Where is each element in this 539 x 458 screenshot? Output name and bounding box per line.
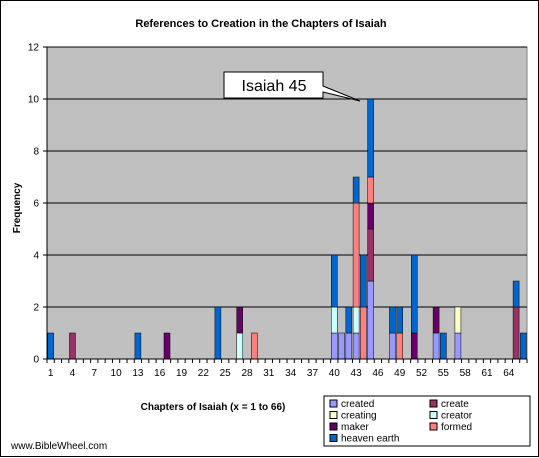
y-tick-label: 10 <box>28 95 40 106</box>
x-tick-label: 40 <box>329 368 341 379</box>
bar-creating-ch57 <box>454 306 462 334</box>
legend-box <box>323 395 531 447</box>
bar-created-ch41 <box>338 332 345 360</box>
x-tick-label: 34 <box>285 368 297 379</box>
callout-text: Isaiah 45 <box>242 78 307 95</box>
chart-title: References to Creation in the Chapters o… <box>135 18 387 30</box>
y-tick-label: 0 <box>33 355 39 366</box>
bar-maker-ch27 <box>236 306 243 334</box>
x-tick-label: 10 <box>111 368 123 379</box>
x-tick-label: 13 <box>132 368 144 379</box>
legend-label-creating: creating <box>341 411 377 422</box>
x-tick-label: 64 <box>503 368 515 379</box>
bar-created-ch57 <box>454 332 462 360</box>
bar-heaven-earth-ch42 <box>345 306 353 334</box>
bar-created-ch48 <box>389 332 396 360</box>
bars <box>47 98 527 360</box>
x-tick-label: 16 <box>154 368 166 379</box>
x-tick-label: 43 <box>351 368 363 379</box>
legend-swatch-created <box>329 399 338 408</box>
x-tick-label: 25 <box>220 368 232 379</box>
bar-created-ch40 <box>331 332 338 360</box>
x-tick-label: 28 <box>241 368 253 379</box>
website-credit: www.BibleWheel.com <box>10 441 107 452</box>
bar-formed-ch44 <box>360 306 367 360</box>
legend-swatch-maker <box>329 422 338 431</box>
x-tick-label: 19 <box>176 368 188 379</box>
x-tick-label: 37 <box>307 368 319 379</box>
bar-formed-ch49 <box>396 332 403 360</box>
bar-maker-ch45 <box>367 202 374 230</box>
callout-box <box>223 71 361 102</box>
bar-created-ch54 <box>432 332 440 360</box>
bar-formed-ch29 <box>251 332 258 360</box>
x-tick-label: 31 <box>263 368 275 379</box>
bar-creator-ch43 <box>352 306 360 334</box>
legend-label-heaven-earth: heaven earth <box>341 434 399 445</box>
x-tick-label: 52 <box>416 368 428 379</box>
y-axis-label: Frequency <box>12 182 23 233</box>
y-tick-label: 2 <box>33 303 39 314</box>
x-tick-label: 22 <box>198 368 210 379</box>
bar-create-ch4 <box>69 332 76 360</box>
bar-heaven-earth-ch13 <box>134 332 142 360</box>
legend-swatch-formed <box>429 422 438 431</box>
bar-heaven-earth-ch48 <box>389 306 396 334</box>
x-tick-label: 58 <box>460 368 472 379</box>
bar-heaven-earth-ch45 <box>367 98 374 178</box>
bar-maker-ch17 <box>163 332 171 360</box>
bar-maker-ch54 <box>432 306 440 334</box>
bar-created-ch42 <box>345 332 353 360</box>
y-tick-label: 8 <box>33 147 39 158</box>
x-tick-label: 7 <box>91 368 97 379</box>
bar-create-ch45 <box>367 228 374 282</box>
bar-created-ch45 <box>367 280 374 360</box>
x-tick-label: 49 <box>394 368 406 379</box>
x-tick-label: 55 <box>438 368 450 379</box>
bar-formed-ch43 <box>352 202 360 308</box>
bar-heaven-earth-ch44 <box>360 254 367 308</box>
bar-heaven-earth-ch51 <box>411 254 418 334</box>
legend-swatch-create <box>429 399 438 408</box>
legend-swatch-creator <box>429 411 438 419</box>
y-tick-label: 12 <box>28 43 40 54</box>
legend-swatch-heaven-earth <box>329 434 338 442</box>
legend-label-creator: creator <box>441 411 473 422</box>
bar-heaven-earth-ch49 <box>396 306 403 334</box>
legend-label-maker: maker <box>341 422 369 433</box>
grid-lines <box>47 46 527 308</box>
bar-creator-ch40 <box>331 306 338 334</box>
bar-heaven-earth-ch1 <box>47 332 54 360</box>
bar-formed-ch45 <box>367 176 374 204</box>
legend-label-created: created <box>341 399 374 410</box>
y-tick-label: 6 <box>33 199 39 210</box>
bar-heaven-earth-ch43 <box>352 176 360 204</box>
x-tick-label: 61 <box>481 368 493 379</box>
legend-label-create: create <box>441 399 469 410</box>
bar-heaven-earth-ch66 <box>520 332 527 360</box>
bar-creator-ch27 <box>236 332 243 360</box>
legend-label-formed: formed <box>441 422 472 433</box>
x-tick-label: 4 <box>70 368 76 379</box>
x-tick-label: 46 <box>372 368 384 379</box>
bar-maker-ch51 <box>411 332 418 360</box>
bar-heaven-earth-ch24 <box>214 306 222 360</box>
x-tick-label: 1 <box>48 368 54 379</box>
bar-heaven-earth-ch40 <box>331 254 338 308</box>
x-axis-label: Chapters of Isaiah (x = 1 to 66) <box>141 402 286 413</box>
isaiah-45-callout: Isaiah 45 <box>223 71 361 102</box>
bar-created-ch43 <box>352 332 360 360</box>
bar-heaven-earth-ch65 <box>512 280 520 308</box>
y-tick-label: 4 <box>33 251 39 262</box>
bar-heaven-earth-ch55 <box>440 332 447 360</box>
legend: created create creating creator maker formed h… <box>323 395 531 447</box>
bar-create-ch65 <box>512 306 520 360</box>
legend-swatch-creating <box>329 411 338 419</box>
